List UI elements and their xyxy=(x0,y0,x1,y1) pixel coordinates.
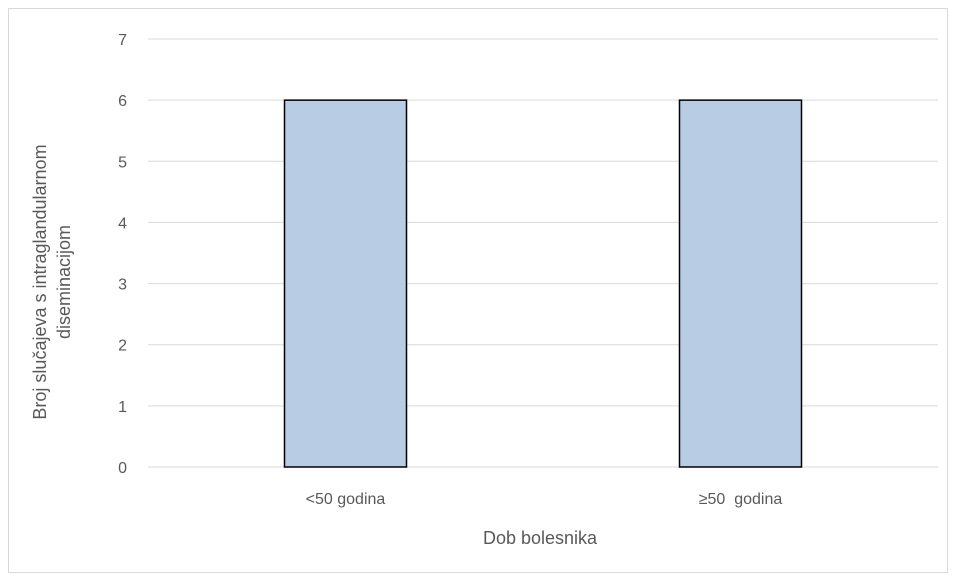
y-axis-title-line-2: diseminacijom xyxy=(54,225,74,339)
x-tick-label: ≥50 godina xyxy=(699,491,783,508)
x-axis-title: Dob bolesnika xyxy=(483,528,598,548)
y-axis-title: Broj slučajeva s intraglandularnom disem… xyxy=(30,144,74,419)
x-tick-label: <50 godina xyxy=(306,491,386,508)
y-tick-label: 2 xyxy=(118,338,127,355)
y-tick-label: 0 xyxy=(118,460,127,477)
y-tick-label: 3 xyxy=(118,277,127,294)
bar xyxy=(283,99,408,468)
gridlines xyxy=(148,38,938,468)
y-tick-label: 1 xyxy=(118,399,127,416)
y-axis-title-line-1: Broj slučajeva s intraglandularnom xyxy=(30,144,50,419)
bars xyxy=(283,99,803,468)
bar xyxy=(678,99,803,468)
x-axis-tick-labels: <50 godina ≥50 godina xyxy=(306,491,783,508)
y-tick-label: 4 xyxy=(118,215,127,232)
y-tick-label: 5 xyxy=(118,154,127,171)
y-axis-tick-labels: 0 1 2 3 4 5 6 7 xyxy=(118,32,127,477)
y-tick-label: 6 xyxy=(118,93,127,110)
y-tick-label: 7 xyxy=(118,32,127,49)
